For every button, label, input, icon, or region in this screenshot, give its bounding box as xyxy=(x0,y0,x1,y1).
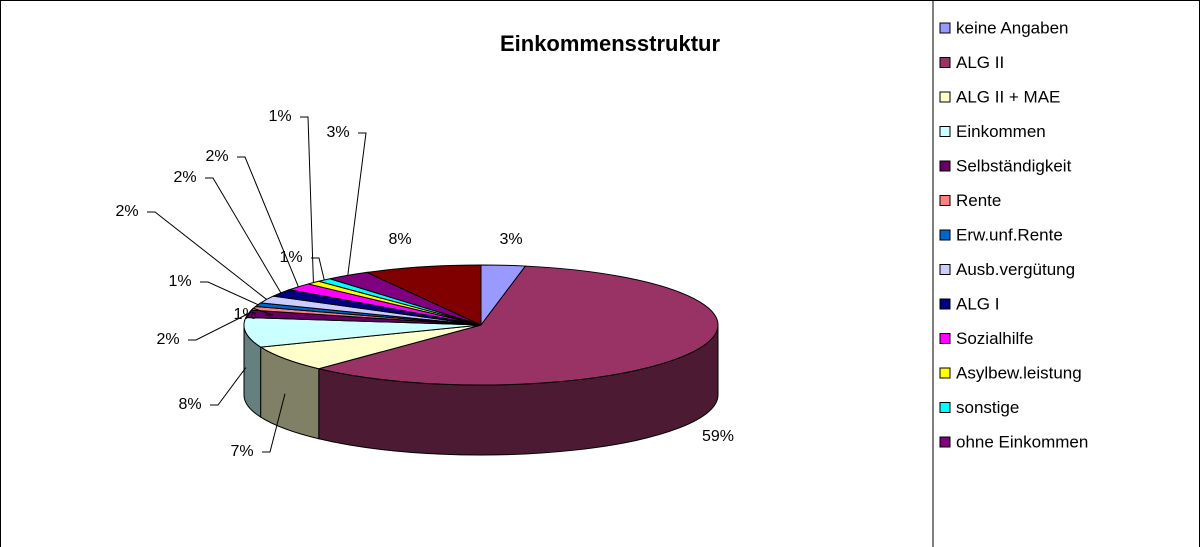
legend-label: sonstige xyxy=(956,398,1019,417)
data-label: 8% xyxy=(178,396,201,413)
legend-label: ohne Einkommen xyxy=(956,432,1088,451)
leader-line xyxy=(311,257,325,281)
leader-line xyxy=(253,307,274,316)
legend-swatch xyxy=(939,22,951,34)
slice xyxy=(243,316,482,348)
data-label: 2% xyxy=(156,331,179,348)
legend-swatch xyxy=(939,298,951,310)
legend-label: ALG II xyxy=(956,53,1004,72)
legend-label: Selbständigkeit xyxy=(956,156,1072,175)
legend-label: Rente xyxy=(956,191,1001,210)
data-label: 7% xyxy=(230,443,253,460)
legend-swatch xyxy=(939,367,951,379)
legend-swatch xyxy=(939,160,951,172)
legend-label: ALG I xyxy=(956,294,999,313)
data-label: 1% xyxy=(268,108,291,125)
data-label: 2% xyxy=(173,169,196,186)
legend-label: Erw.unf.Rente xyxy=(956,225,1063,244)
slice xyxy=(365,264,482,326)
legend-swatch xyxy=(939,229,951,241)
leader-line xyxy=(300,116,314,283)
legend-swatch xyxy=(939,333,951,344)
data-label: 8% xyxy=(388,231,411,248)
leader-line xyxy=(200,281,259,306)
legend-swatch xyxy=(939,264,951,275)
leader-line xyxy=(262,393,286,453)
leader-line xyxy=(210,367,247,406)
legend-label: Einkommen xyxy=(956,122,1046,141)
legend-label: Asylbew.leistung xyxy=(956,363,1082,382)
legend-swatch xyxy=(939,91,951,103)
legend-label: Ausb.vergütung xyxy=(956,260,1075,279)
slice xyxy=(259,324,482,370)
leader-line xyxy=(205,177,282,294)
legend-label: ALG II + MAE xyxy=(956,87,1060,106)
data-label: 59% xyxy=(702,428,734,445)
data-label: 1% xyxy=(168,273,191,290)
legend-swatch xyxy=(939,402,951,413)
data-label: 2% xyxy=(205,148,228,165)
chart-title: Einkommensstruktur xyxy=(500,31,720,56)
legend-label: keine Angaben xyxy=(956,18,1069,37)
legend-label: Sozialhilfe xyxy=(956,329,1034,348)
leader-line xyxy=(147,211,267,300)
slice xyxy=(318,265,719,386)
data-label: 3% xyxy=(326,124,349,141)
legend-swatch xyxy=(939,195,951,206)
legend-swatch xyxy=(939,126,951,137)
leader-line xyxy=(347,132,367,276)
legend-swatch xyxy=(939,436,951,448)
leader-line xyxy=(237,156,299,287)
leader-line xyxy=(188,313,249,341)
data-label: 1% xyxy=(279,249,302,266)
data-label: 3% xyxy=(499,231,522,248)
data-label: 2% xyxy=(115,203,138,220)
legend-swatch xyxy=(939,57,951,68)
data-label: 1% xyxy=(233,306,256,323)
